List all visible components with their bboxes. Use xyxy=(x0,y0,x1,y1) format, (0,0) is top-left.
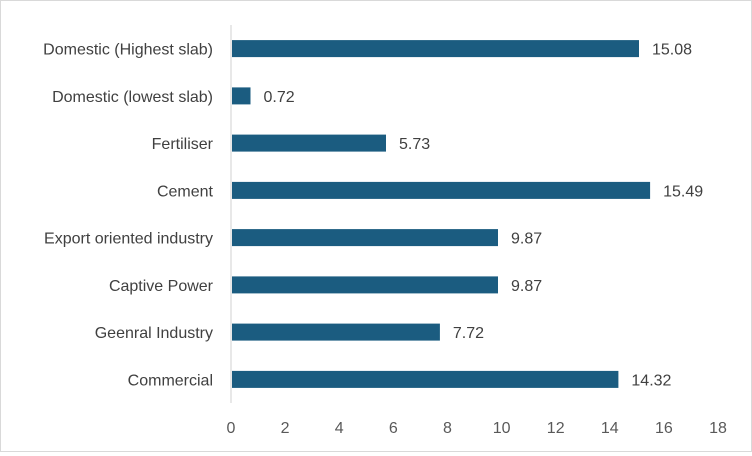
data-label: 9.87 xyxy=(511,231,542,248)
x-tick-labels: 0 2 4 6 8 10 12 14 16 18 xyxy=(227,420,727,437)
bar xyxy=(232,276,498,294)
x-tick-label: 4 xyxy=(335,420,344,437)
x-tick-label: 0 xyxy=(227,420,236,437)
bar xyxy=(232,87,251,105)
data-label: 15.49 xyxy=(663,183,703,200)
value-labels: 15.08 0.72 5.73 15.49 9.87 9.87 7.72 14.32 xyxy=(264,42,704,390)
bars-layer xyxy=(232,40,651,388)
bar xyxy=(232,40,639,58)
data-label: 9.87 xyxy=(511,278,542,295)
category-label: Commercial xyxy=(128,372,213,389)
category-label: Domestic (lowest slab) xyxy=(52,89,213,106)
x-tick-label: 12 xyxy=(547,420,565,437)
x-tick-label: 18 xyxy=(709,420,727,437)
bar xyxy=(232,370,619,388)
data-label: 5.73 xyxy=(399,136,430,153)
data-label: 14.32 xyxy=(631,372,671,389)
x-tick-label: 8 xyxy=(443,420,452,437)
x-tick-label: 16 xyxy=(655,420,673,437)
category-label: Cement xyxy=(157,183,214,200)
data-label: 15.08 xyxy=(652,42,692,59)
category-label: Domestic (Highest slab) xyxy=(43,42,213,59)
x-tick-label: 14 xyxy=(601,420,619,437)
data-label: 0.72 xyxy=(264,89,295,106)
category-label: Fertiliser xyxy=(152,136,214,153)
category-label: Geenral Industry xyxy=(95,325,213,342)
bar xyxy=(232,134,386,152)
category-label: Export oriented industry xyxy=(44,231,213,248)
x-tick-label: 10 xyxy=(493,420,511,437)
x-tick-label: 2 xyxy=(281,420,290,437)
x-tick-label: 6 xyxy=(389,420,398,437)
category-labels: Domestic (Highest slab) Domestic (lowest … xyxy=(43,42,214,390)
bar xyxy=(232,323,440,341)
bar xyxy=(232,181,651,199)
category-label: Captive Power xyxy=(109,278,214,295)
bar xyxy=(232,229,498,247)
data-label: 7.72 xyxy=(453,325,484,342)
